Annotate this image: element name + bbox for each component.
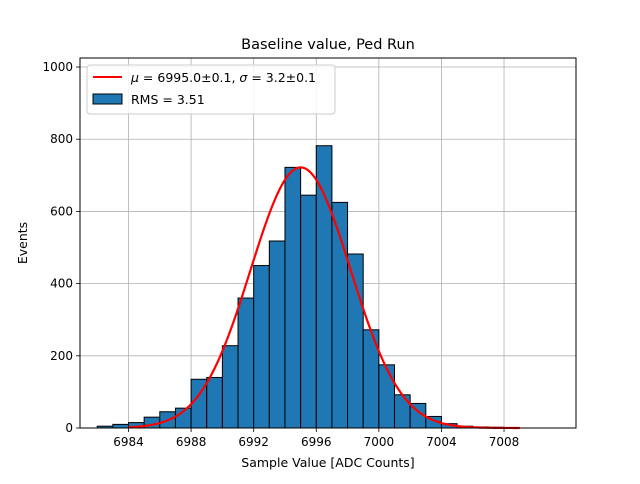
legend-hist-swatch — [93, 94, 122, 104]
x-axis-label: Sample Value [ADC Counts] — [241, 455, 414, 470]
legend-mu-symbol: μ — [130, 70, 139, 85]
legend-sigma-text: = 3.2±0.1 — [247, 70, 316, 85]
y-tick-label: 600 — [50, 204, 73, 218]
y-axis-label: Events — [15, 222, 30, 264]
histogram-bar — [285, 167, 301, 428]
histogram-bar — [113, 424, 129, 428]
y-tick-label: 200 — [50, 349, 73, 363]
legend: μ = 6995.0±0.1, σ = 3.2±0.1 RMS = 3.51 — [87, 65, 335, 114]
y-tick-label: 800 — [50, 132, 73, 146]
x-tick-label: 6984 — [113, 435, 144, 449]
x-tick-label: 6988 — [176, 435, 207, 449]
y-tick-label: 0 — [65, 421, 73, 435]
x-tick-label: 6996 — [301, 435, 332, 449]
histogram-bar — [254, 266, 270, 428]
chart-title: Baseline value, Ped Run — [241, 37, 415, 53]
histogram-bar — [394, 395, 410, 428]
legend-fit-label: μ = 6995.0±0.1, σ = 3.2±0.1 — [130, 70, 316, 85]
x-tick-label: 6992 — [238, 435, 269, 449]
histogram-bar — [222, 346, 238, 428]
histogram-bar — [379, 365, 395, 428]
y-tick-label: 400 — [50, 277, 73, 291]
histogram-bar — [301, 195, 317, 428]
histogram-bar — [316, 146, 332, 428]
x-tick-label: 7008 — [489, 435, 520, 449]
x-tick-label: 7000 — [364, 435, 395, 449]
legend-mu-text: = 6995.0±0.1, — [139, 70, 239, 85]
histogram-bar — [269, 241, 285, 428]
legend-hist-label: RMS = 3.51 — [131, 92, 205, 107]
histogram-bar — [348, 254, 364, 428]
histogram-bar — [238, 298, 254, 428]
y-tick-label: 1000 — [42, 60, 73, 74]
x-tick-label: 7004 — [426, 435, 457, 449]
histogram-bar — [207, 377, 223, 428]
